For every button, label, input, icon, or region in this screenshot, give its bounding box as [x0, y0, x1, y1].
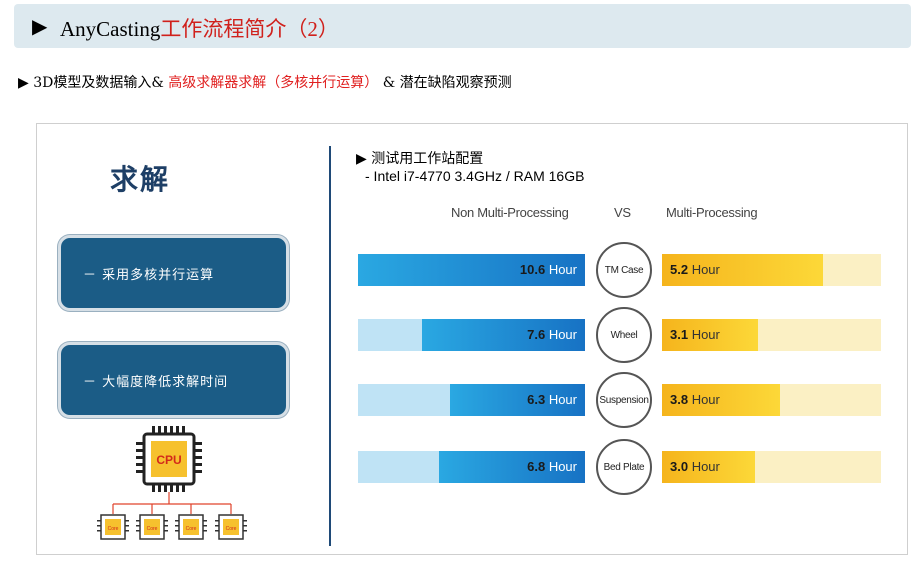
col-head-mp: Multi-Processing [666, 205, 758, 220]
subtitle-part1: 3D模型及数据输入& [33, 75, 164, 91]
bar-non-mp-tm-case [358, 254, 585, 286]
bar-track-mp-bed-plate: 3.0 Hour [662, 451, 881, 483]
category-label-tm-case: TM Case [596, 242, 652, 298]
bar-mp-tm-case [662, 254, 824, 286]
bar-non-mp-suspension [450, 384, 585, 416]
col-head-non-mp: Non Multi-Processing [451, 205, 569, 220]
page-title: AnyCasting工作流程简介（2） [60, 13, 339, 43]
cpu-chip-icon: CPU [136, 426, 202, 492]
bar-track-mp-tm-case: 5.2 Hour [662, 254, 881, 286]
bar-non-mp-wheel [422, 319, 585, 351]
bar-label-non-mp-bed-plate: 6.8 Hour [527, 459, 577, 474]
solve-title: 求解 [110, 163, 171, 196]
point-box-multicore: － 采用多核并行运算 [58, 235, 289, 311]
bar-mp-bed-plate [662, 451, 755, 483]
core-label-1: Core [108, 526, 119, 532]
bar-track-non-mp-bed-plate: 6.8 Hour [358, 451, 585, 483]
category-label-bed-plate: Bed Plate [596, 439, 652, 495]
cpu-label: CPU [156, 453, 181, 467]
col-head-vs: VS [614, 205, 631, 220]
bar-label-mp-tm-case: 5.2 Hour [670, 262, 720, 277]
bar-mp-suspension [662, 384, 780, 416]
bar-mp-wheel [662, 319, 759, 351]
core-chip-icon-1: Core [97, 514, 129, 540]
page-title-cn: 工作流程简介（2） [160, 17, 339, 41]
page-title-en: AnyCasting [60, 17, 161, 41]
subtitle: ▶ 3D模型及数据输入& 高级求解器求解（多核并行运算） & 潜在缺陷观察预测 [18, 72, 512, 92]
bar-label-mp-wheel: 3.1 Hour [670, 327, 720, 342]
point-box-reduce-time: － 大幅度降低求解时间 [58, 342, 289, 418]
bar-non-mp-bed-plate [439, 451, 585, 483]
bar-label-mp-suspension: 3.8 Hour [670, 392, 720, 407]
bar-track-non-mp-wheel: 7.6 Hour [358, 319, 585, 351]
core-label-2: Core [147, 526, 158, 532]
vertical-divider [329, 146, 331, 546]
bar-label-non-mp-tm-case: 10.6 Hour [519, 262, 577, 277]
bar-label-mp-bed-plate: 3.0 Hour [670, 459, 720, 474]
bar-track-mp-wheel: 3.1 Hour [662, 319, 881, 351]
bar-track-mp-suspension: 3.8 Hour [662, 384, 881, 416]
category-label-suspension: Suspension [596, 372, 652, 428]
subtitle-part2: 高级求解器求解（多核并行运算） [168, 75, 379, 91]
subtitle-part3: & 潜在缺陷观察预测 [382, 75, 512, 91]
config-spec: - Intel i7-4770 3.4GHz / RAM 16GB [365, 168, 585, 184]
cpu-core-connectors [112, 492, 232, 514]
title-bar: ▶ AnyCasting工作流程简介（2） [14, 4, 911, 48]
subtitle-marker: ▶ [18, 75, 29, 91]
category-label-wheel: Wheel [596, 307, 652, 363]
core-label-4: Core [226, 526, 237, 532]
core-chip-icon-3: Core [175, 514, 207, 540]
play-triangle-icon: ▶ [32, 14, 48, 38]
config-heading: ▶ 测试用工作站配置 [356, 151, 484, 167]
bar-track-non-mp-suspension: 6.3 Hour [358, 384, 585, 416]
bar-label-non-mp-suspension: 6.3 Hour [527, 392, 577, 407]
core-chip-icon-4: Core [215, 514, 247, 540]
core-label-3: Core [186, 526, 197, 532]
bar-label-non-mp-wheel: 7.6 Hour [527, 327, 577, 342]
cpu-diagram: CPU Core Core Core Core [97, 426, 247, 540]
core-chip-icon-2: Core [136, 514, 168, 540]
bar-track-non-mp-tm-case: 10.6 Hour [358, 254, 585, 286]
